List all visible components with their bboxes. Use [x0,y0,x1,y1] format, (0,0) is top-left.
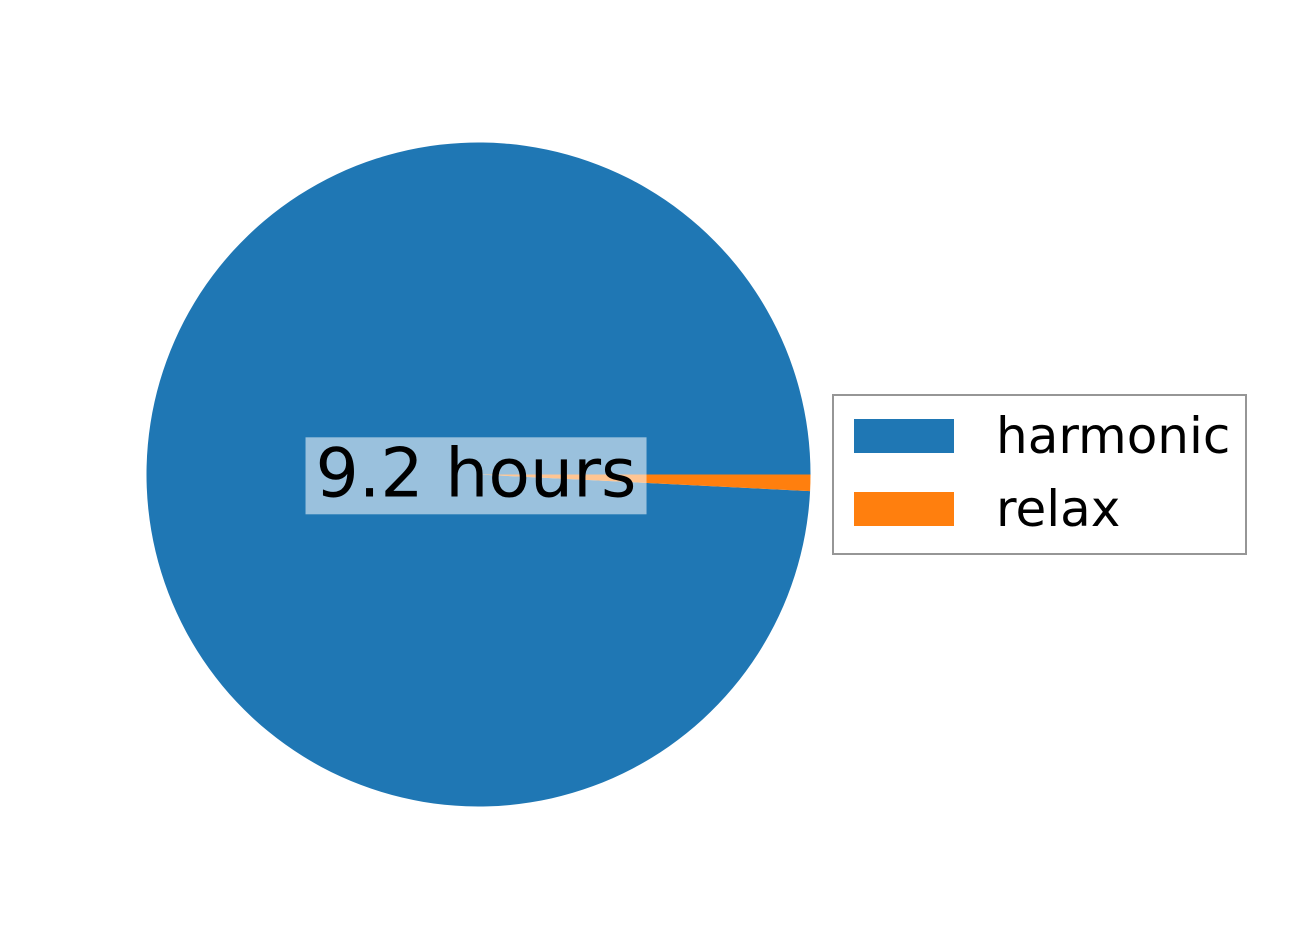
legend-item-relax: relax [834,472,1245,545]
legend: harmonic relax [832,394,1247,555]
legend-label-relax: relax [996,479,1121,538]
legend-item-harmonic: harmonic [834,399,1245,472]
legend-swatch-harmonic [854,418,954,453]
legend-label-harmonic: harmonic [996,406,1231,465]
legend-swatch-relax [854,491,954,526]
pie-center-label: 9.2 hours [305,437,647,515]
